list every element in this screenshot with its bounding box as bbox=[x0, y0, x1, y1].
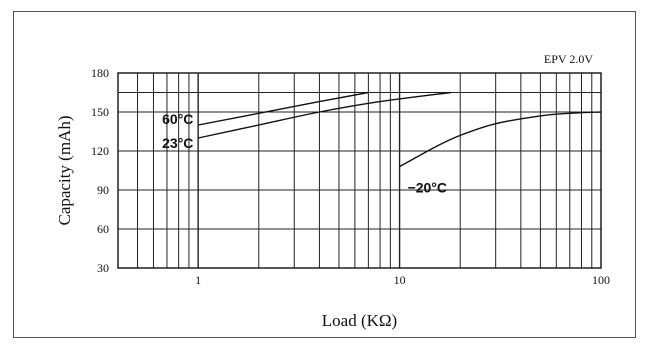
series-line-1 bbox=[198, 91, 452, 139]
annotation-epv: EPV 2.0V bbox=[544, 52, 593, 66]
y-tick-label: 90 bbox=[97, 183, 109, 197]
x-tick-label: 10 bbox=[394, 273, 406, 287]
plot-border bbox=[117, 72, 602, 269]
y-tick-label: 180 bbox=[91, 66, 109, 80]
series-line-0 bbox=[198, 91, 369, 126]
series-layer bbox=[198, 91, 602, 168]
x-tick-label: 1 bbox=[195, 273, 201, 287]
y-tick-label: 150 bbox=[91, 105, 109, 119]
y-tick-label: 30 bbox=[97, 261, 109, 275]
chart-frame bbox=[13, 11, 636, 338]
series-label-60c: 60°C bbox=[162, 111, 193, 127]
series-line-2 bbox=[399, 111, 602, 168]
y-tick-label: 120 bbox=[91, 144, 109, 158]
series-label-minus-20c: −20°C bbox=[408, 180, 447, 196]
series-label-23c: 23°C bbox=[162, 135, 193, 151]
tick-labels: 30 60 90 120 150 180 1 10 100 bbox=[91, 66, 610, 287]
y-axis-label: Capacity (mAh) bbox=[55, 116, 74, 226]
x-axis-label: Load (KΩ) bbox=[322, 311, 397, 330]
x-tick-label: 100 bbox=[592, 273, 610, 287]
y-tick-label: 60 bbox=[97, 222, 109, 236]
grid-layer bbox=[118, 73, 601, 268]
